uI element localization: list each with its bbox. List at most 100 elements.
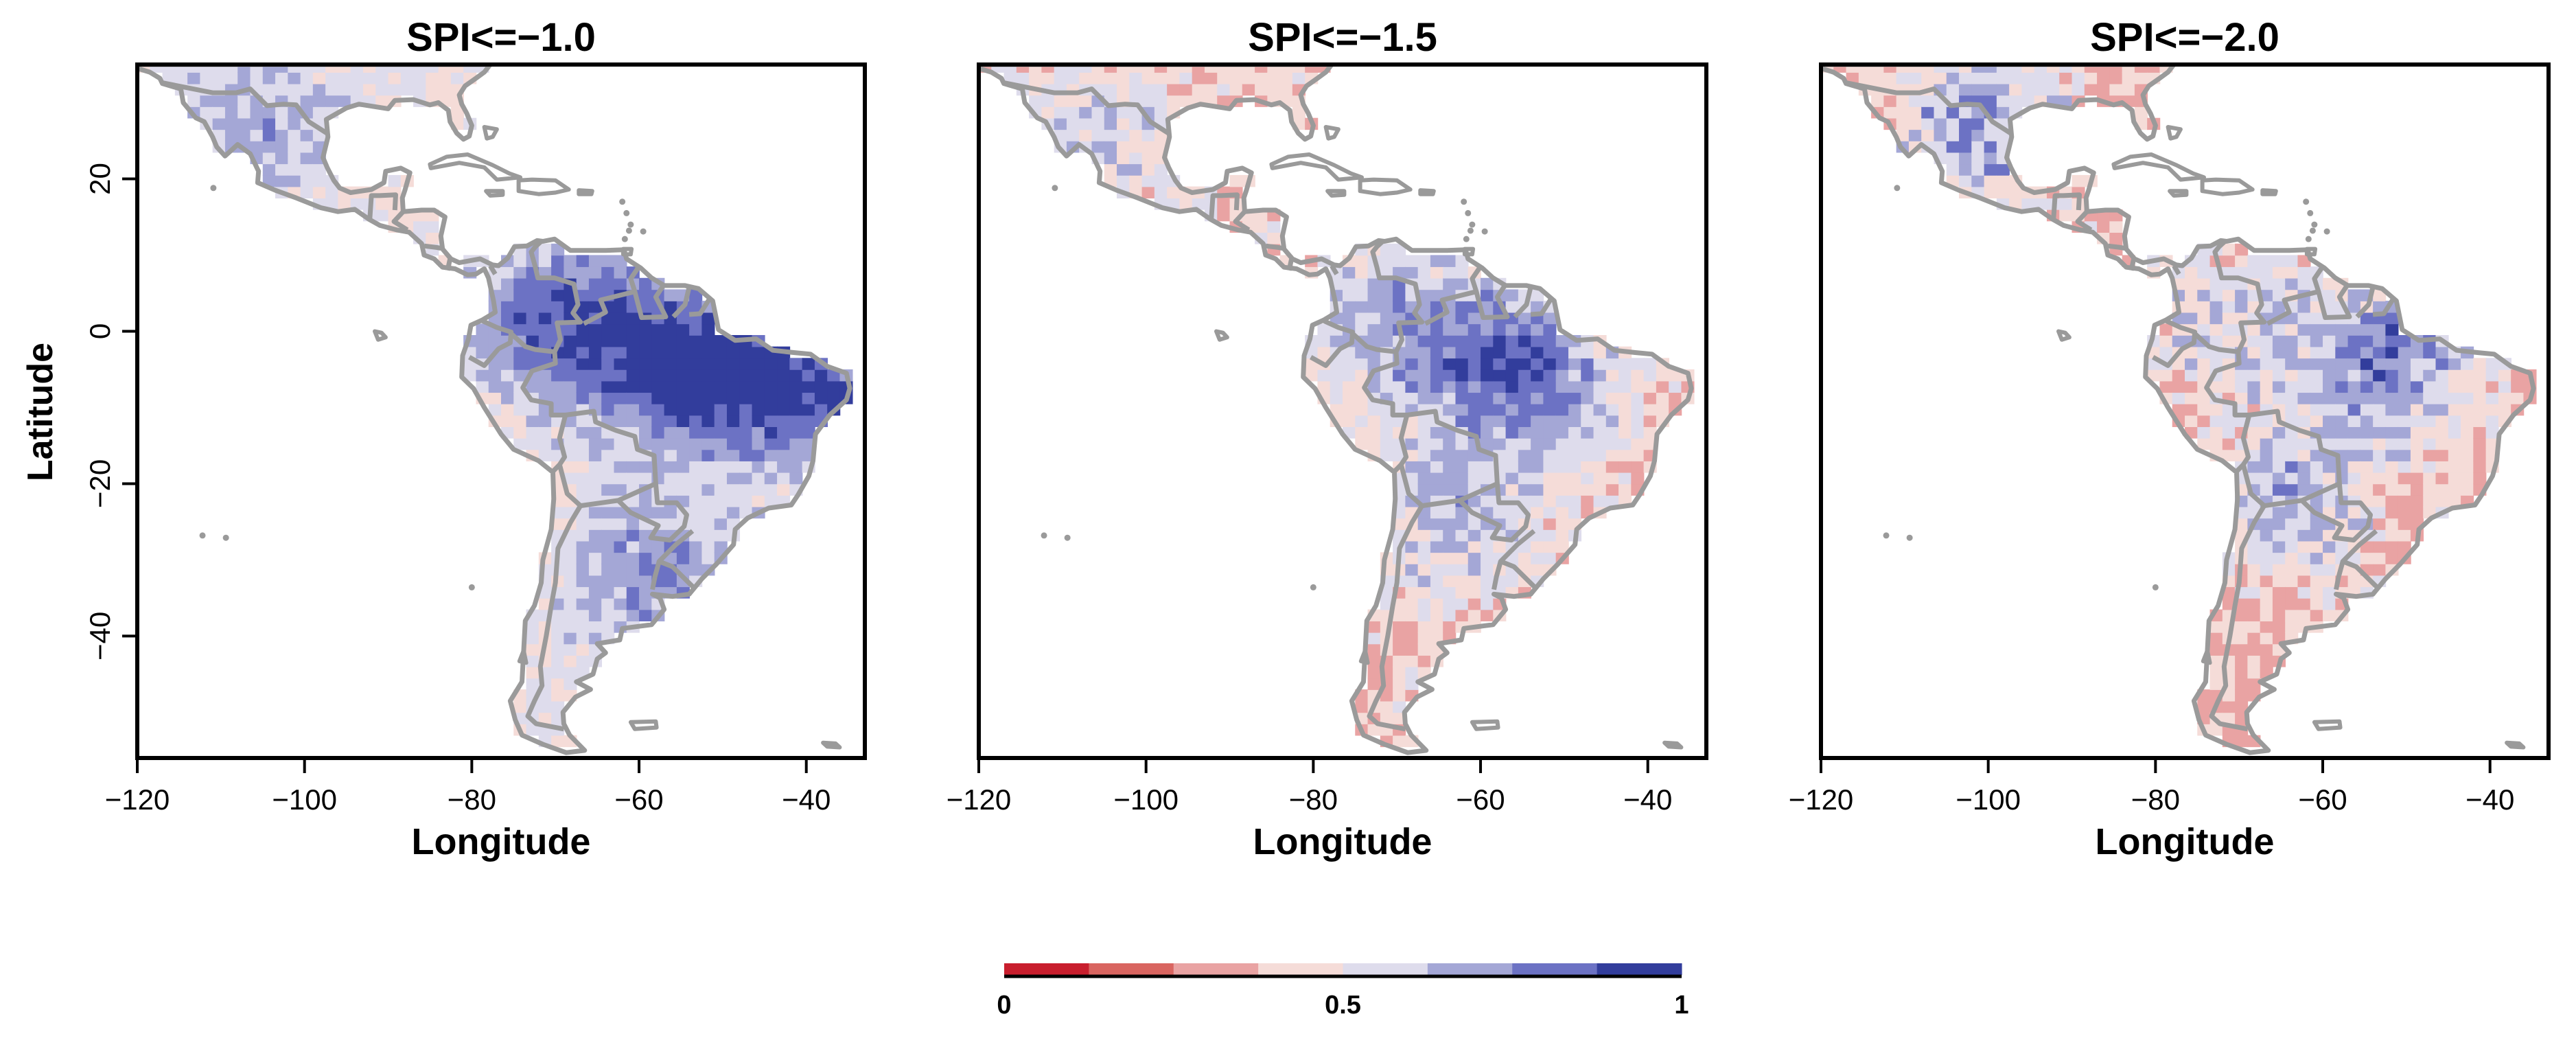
grid-cell xyxy=(714,506,728,519)
grid-cell xyxy=(639,540,653,553)
grid-cell xyxy=(2297,346,2311,359)
grid-cell xyxy=(1455,392,1469,404)
grid-cell xyxy=(601,449,615,461)
grid-cell xyxy=(2247,563,2261,576)
grid-cell xyxy=(576,632,590,645)
country-border xyxy=(2334,560,2345,590)
grid-cell xyxy=(2347,392,2361,404)
grid-cell xyxy=(701,461,715,473)
grid-cell xyxy=(714,518,728,530)
country-border xyxy=(510,332,568,474)
grid-cell xyxy=(2159,335,2173,347)
grid-cell xyxy=(576,449,590,461)
island xyxy=(2304,246,2318,257)
grid-cell xyxy=(2347,403,2361,416)
small-island xyxy=(640,228,647,235)
grid-cell xyxy=(1380,689,1393,702)
grid-cell xyxy=(2423,472,2437,485)
grid-cell xyxy=(2461,369,2474,382)
grid-cell xyxy=(1971,140,1985,153)
grid-cell xyxy=(551,403,565,416)
grid-cell xyxy=(2511,380,2525,393)
grid-cell xyxy=(262,129,276,141)
grid-cell xyxy=(614,529,627,542)
grid-cell xyxy=(463,369,477,382)
grid-cell xyxy=(2222,449,2236,461)
grid-cell xyxy=(1066,95,1080,107)
grid-cell xyxy=(1481,323,1494,336)
grid-cell xyxy=(2310,403,2323,416)
x-tick-label: −120 xyxy=(105,783,170,816)
grid-cell xyxy=(2209,415,2223,427)
grid-cell xyxy=(664,449,677,461)
grid-cell xyxy=(300,152,314,165)
grid-cell xyxy=(714,358,728,370)
grid-cell xyxy=(1317,335,1331,347)
grid-cell xyxy=(1883,72,1897,84)
grid-cell xyxy=(664,483,677,496)
grid-cell xyxy=(639,426,653,439)
grid-cell xyxy=(1417,323,1431,336)
grid-cell xyxy=(1555,449,1569,461)
grid-cell xyxy=(350,65,364,73)
grid-cell xyxy=(250,72,264,84)
grid-cell xyxy=(1343,301,1356,313)
grid-cell xyxy=(2272,266,2286,279)
grid-cell xyxy=(501,277,515,290)
grid-cell xyxy=(2448,449,2461,461)
grid-cell xyxy=(250,117,264,130)
country-border xyxy=(161,80,329,136)
grid-cell xyxy=(312,95,326,107)
grid-cell xyxy=(1971,65,1985,73)
grid-cell xyxy=(375,65,389,73)
grid-cell xyxy=(789,369,803,382)
grid-cell xyxy=(2435,449,2449,461)
grid-cell xyxy=(2147,369,2161,382)
grid-cell xyxy=(664,358,677,370)
grid-cell xyxy=(614,392,627,404)
grid-cell xyxy=(1555,392,1569,404)
grid-cell xyxy=(1179,83,1193,96)
grid-cell xyxy=(538,586,552,599)
grid-cell xyxy=(1455,597,1469,610)
grid-cell xyxy=(726,449,741,461)
grid-cell xyxy=(1455,255,1469,267)
grid-cell xyxy=(275,174,289,187)
grid-cell xyxy=(802,415,815,427)
grid-cell xyxy=(2197,403,2211,416)
grid-cell xyxy=(2222,426,2236,439)
grid-cell xyxy=(1505,346,1519,359)
grid-cell xyxy=(564,632,577,645)
grid-cell xyxy=(2297,380,2311,393)
grid-cell xyxy=(1543,552,1557,564)
grid-cell xyxy=(1380,312,1393,325)
grid-cell xyxy=(1129,129,1143,141)
grid-cell xyxy=(312,65,326,73)
grid-cell xyxy=(1593,369,1607,382)
grid-cell xyxy=(1330,392,1343,404)
colorbar-segment xyxy=(1512,963,1598,975)
grid-cell xyxy=(752,437,765,450)
grid-cell xyxy=(2297,277,2311,290)
grid-cell xyxy=(2435,461,2449,473)
grid-cell xyxy=(614,609,627,622)
grid-cell xyxy=(1531,392,1544,404)
grid-cell xyxy=(1656,369,1669,382)
grid-cell xyxy=(1631,358,1645,370)
grid-cell xyxy=(2485,392,2499,404)
grid-cell xyxy=(1003,65,1017,73)
small-island xyxy=(1463,236,1470,242)
grid-cell xyxy=(564,266,577,279)
grid-cell xyxy=(614,518,627,530)
grid-cell xyxy=(601,540,615,553)
grid-cell xyxy=(1896,106,1910,119)
grid-cell xyxy=(1908,72,1923,84)
grid-cell xyxy=(1959,140,1973,153)
grid-cell xyxy=(1255,220,1268,233)
grid-cell xyxy=(538,437,552,450)
grid-cell xyxy=(639,415,653,427)
grid-cell xyxy=(1531,369,1544,382)
grid-cell xyxy=(614,358,627,370)
grid-cell xyxy=(2323,597,2336,610)
grid-cell xyxy=(2159,323,2173,336)
